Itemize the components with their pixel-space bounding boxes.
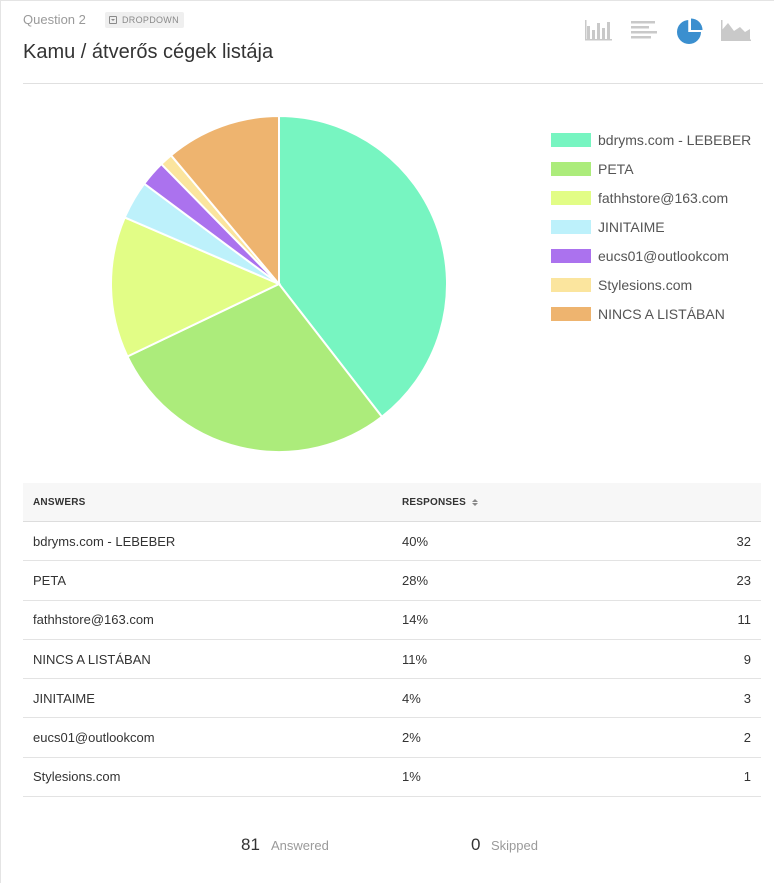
answers-column-header: ANSWERS <box>33 496 86 508</box>
area-chart-button[interactable] <box>713 18 759 48</box>
answered-label: Answered <box>271 838 329 853</box>
legend-item-nincs-a-list-ban[interactable]: NINCS A LISTÁBAN <box>551 299 751 328</box>
legend-swatch <box>551 219 591 234</box>
legend-swatch <box>551 248 591 263</box>
question-type-badge: DROPDOWN <box>105 12 184 28</box>
area-chart-icon <box>721 20 751 41</box>
count-cell: 2 <box>743 730 751 746</box>
legend-swatch <box>551 190 591 205</box>
answer-cell: JINITAIME <box>33 690 95 706</box>
dropdown-icon <box>109 16 117 24</box>
sort-icon[interactable] <box>472 498 479 506</box>
percent-cell: 11% <box>402 651 428 667</box>
legend-label: fathhstore@163.com <box>598 189 729 206</box>
legend-swatch <box>551 161 591 176</box>
vertical-bar-chart-icon <box>585 20 612 41</box>
skipped-count: 0 <box>471 835 481 854</box>
legend-swatch <box>551 277 591 292</box>
response-summary: 81 Answered 0 Skipped <box>1 835 774 859</box>
percent-cell: 28% <box>402 572 429 588</box>
legend-label: NINCS A LISTÁBAN <box>598 305 725 322</box>
answer-cell: PETA <box>33 572 66 588</box>
pie-chart <box>110 114 448 453</box>
legend-swatch <box>551 132 591 147</box>
answer-cell: eucs01@outlookcom <box>33 730 155 746</box>
legend-item-fathhstore-163-com[interactable]: fathhstore@163.com <box>551 183 751 212</box>
responses-header-label: RESPONSES <box>402 496 467 508</box>
count-cell: 9 <box>743 651 751 667</box>
legend-item-jinitaime[interactable]: JINITAIME <box>551 212 751 241</box>
question-title: Kamu / átverős cégek listája <box>23 41 274 63</box>
table-row: NINCS A LISTÁBAN 11% 9 <box>23 640 761 680</box>
chart-legend: bdryms.com - LEBEBER PETA fathhstore@163.c… <box>551 125 751 328</box>
answer-cell: bdryms.com - LEBEBER <box>33 533 176 549</box>
pie-slice-bdryms-com-lebeber[interactable] <box>278 114 448 419</box>
table-row: eucs01@outlookcom 2% 2 <box>23 718 761 758</box>
count-cell: 23 <box>736 572 751 588</box>
horizontal-bar-chart-icon <box>631 21 657 39</box>
pie-chart-button[interactable] <box>667 18 713 48</box>
table-row: Stylesions.com 1% 1 <box>23 758 761 798</box>
legend-item-bdryms-com-lebeber[interactable]: bdryms.com - LEBEBER <box>551 125 751 154</box>
table-row: bdryms.com - LEBEBER 40% 32 <box>23 522 761 562</box>
pie-chart-icon <box>677 18 703 44</box>
legend-item-eucs01-outlookcom[interactable]: eucs01@outlookcom <box>551 241 751 270</box>
header-divider <box>23 83 763 84</box>
chart-type-toolbar <box>575 18 759 48</box>
percent-cell: 14% <box>402 612 429 628</box>
answer-cell: NINCS A LISTÁBAN <box>33 651 151 667</box>
responses-column-header[interactable]: RESPONSES <box>392 497 761 508</box>
percent-cell: 2% <box>402 730 421 746</box>
answered-count: 81 <box>241 835 260 854</box>
legend-label: PETA <box>598 160 634 177</box>
legend-item-stylesions-com[interactable]: Stylesions.com <box>551 270 751 299</box>
count-cell: 3 <box>743 690 751 706</box>
percent-cell: 4% <box>402 690 421 706</box>
vertical-bar-chart-button[interactable] <box>575 18 621 48</box>
percent-cell: 40% <box>402 533 429 549</box>
legend-label: bdryms.com - LEBEBER <box>598 131 752 148</box>
count-cell: 32 <box>736 533 751 549</box>
answer-cell: fathhstore@163.com <box>33 612 154 628</box>
question-type-label: DROPDOWN <box>122 15 179 25</box>
skipped-label: Skipped <box>491 838 538 853</box>
question-number: Question 2 <box>23 12 86 27</box>
horizontal-bar-chart-button[interactable] <box>621 18 667 48</box>
table-body: bdryms.com - LEBEBER 40% 32 PETA 28% 23 fathhs… <box>23 522 761 798</box>
legend-label: JINITAIME <box>598 218 665 235</box>
pie-slice-fathhstore-163-com[interactable] <box>110 216 282 358</box>
count-cell: 11 <box>737 612 752 628</box>
responses-table: ANSWERS RESPONSES bdryms.com - LEBEBER 40… <box>23 483 761 798</box>
table-row: PETA 28% 23 <box>23 561 761 601</box>
table-header: ANSWERS RESPONSES <box>23 483 761 522</box>
count-cell: 1 <box>743 769 751 785</box>
percent-cell: 1% <box>402 769 421 785</box>
table-row: fathhstore@163.com 14% 11 <box>23 601 761 640</box>
legend-item-peta[interactable]: PETA <box>551 154 751 183</box>
answer-cell: Stylesions.com <box>33 769 121 785</box>
legend-swatch <box>551 306 591 321</box>
legend-label: eucs01@outlookcom <box>598 247 729 264</box>
pie-slice-nincs-a-list-ban[interactable] <box>169 114 280 287</box>
pie-slice-peta[interactable] <box>126 282 384 453</box>
table-row: JINITAIME 4% 3 <box>23 679 761 719</box>
legend-label: Stylesions.com <box>598 276 693 293</box>
